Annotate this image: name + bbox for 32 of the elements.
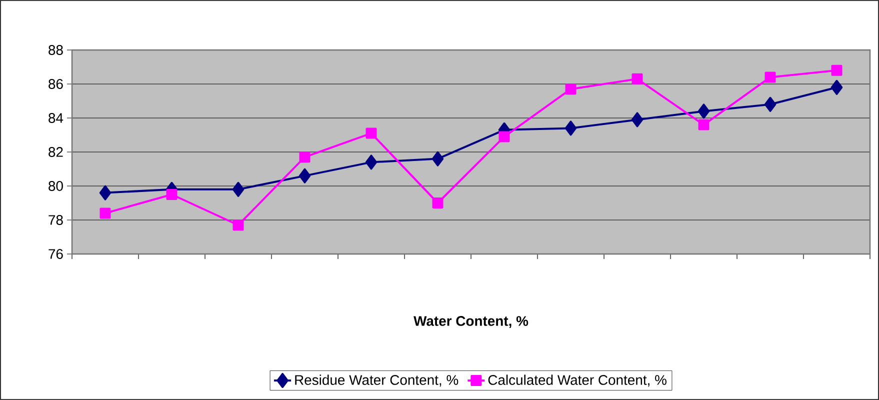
point [298, 168, 311, 184]
x-axis-title: Water Content, % [414, 316, 528, 328]
legend-label: Calculated Water Content, % [488, 374, 666, 387]
point [698, 104, 710, 119]
point [631, 112, 644, 128]
point [564, 120, 577, 136]
y-tick-label: 80 [48, 181, 63, 191]
point [366, 128, 377, 139]
point [830, 80, 843, 95]
point [698, 119, 710, 130]
point [100, 208, 111, 219]
y-tick-label: 88 [48, 45, 63, 55]
y-tick-label: 82 [48, 147, 63, 157]
legend-label: Residue Water Content, % [295, 374, 458, 387]
point [632, 73, 643, 84]
point [432, 198, 444, 208]
point [99, 185, 112, 200]
point [299, 152, 310, 163]
point [764, 72, 776, 83]
y-tick-label: 84 [48, 113, 64, 123]
point [831, 64, 842, 76]
point [232, 182, 244, 197]
point [565, 84, 576, 95]
y-tick-label: 86 [48, 79, 63, 89]
point [166, 189, 178, 200]
point [232, 220, 244, 231]
point [764, 96, 776, 112]
y-tick-label: 78 [48, 215, 63, 225]
point [432, 151, 444, 166]
y-tick-label: 76 [48, 249, 63, 259]
point [498, 131, 510, 142]
point [365, 154, 378, 170]
